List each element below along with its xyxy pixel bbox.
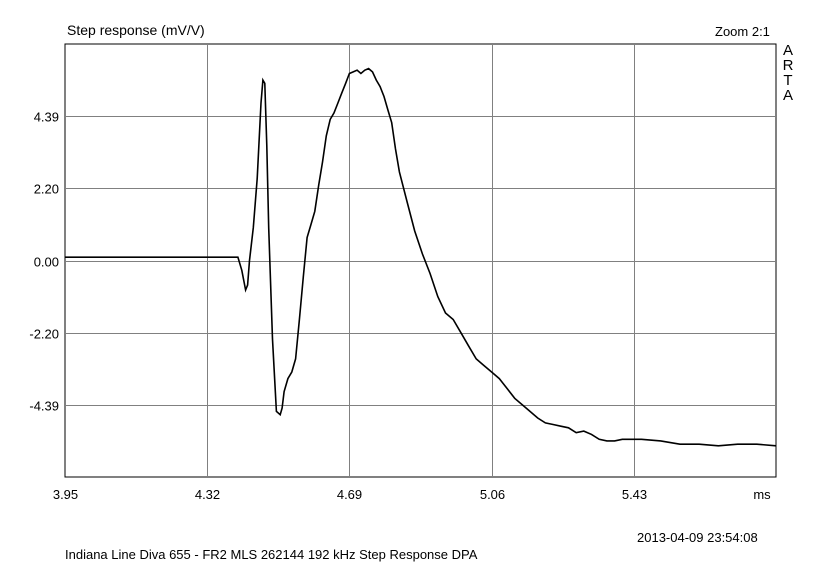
y-tick-label: 0.00 bbox=[34, 255, 59, 270]
y-tick-label: 2.20 bbox=[34, 182, 59, 197]
x-unit-label: ms bbox=[753, 487, 771, 502]
y-tick-label: 4.39 bbox=[34, 110, 59, 125]
x-tick-labels: 3.95 4.32 4.69 5.06 5.43 bbox=[53, 487, 647, 502]
step-response-line bbox=[65, 67, 777, 447]
zoom-label: Zoom 2:1 bbox=[715, 24, 770, 39]
x-tick-label: 5.43 bbox=[622, 487, 647, 502]
x-tick-label: 4.69 bbox=[337, 487, 362, 502]
y-tick-label: -4.39 bbox=[29, 399, 59, 414]
arta-brand: A R T A bbox=[781, 43, 795, 103]
timestamp: 2013-04-09 23:54:08 bbox=[637, 530, 758, 545]
y-tick-label: -2.20 bbox=[29, 327, 59, 342]
brand-letter: A bbox=[782, 42, 793, 59]
brand-letter: T bbox=[783, 72, 793, 89]
caption: Indiana Line Diva 655 - FR2 MLS 262144 1… bbox=[65, 547, 478, 562]
grid-lines bbox=[65, 44, 776, 477]
x-tick-label: 4.32 bbox=[195, 487, 220, 502]
chart-title: Step response (mV/V) bbox=[67, 22, 205, 38]
y-tick-labels: 4.39 2.20 0.00 -2.20 -4.39 bbox=[29, 110, 59, 414]
x-tick-label: 5.06 bbox=[480, 487, 505, 502]
plot-frame bbox=[64, 43, 777, 478]
brand-letter: A bbox=[782, 87, 793, 104]
x-tick-label: 3.95 bbox=[53, 487, 78, 502]
brand-letter: R bbox=[782, 57, 794, 74]
